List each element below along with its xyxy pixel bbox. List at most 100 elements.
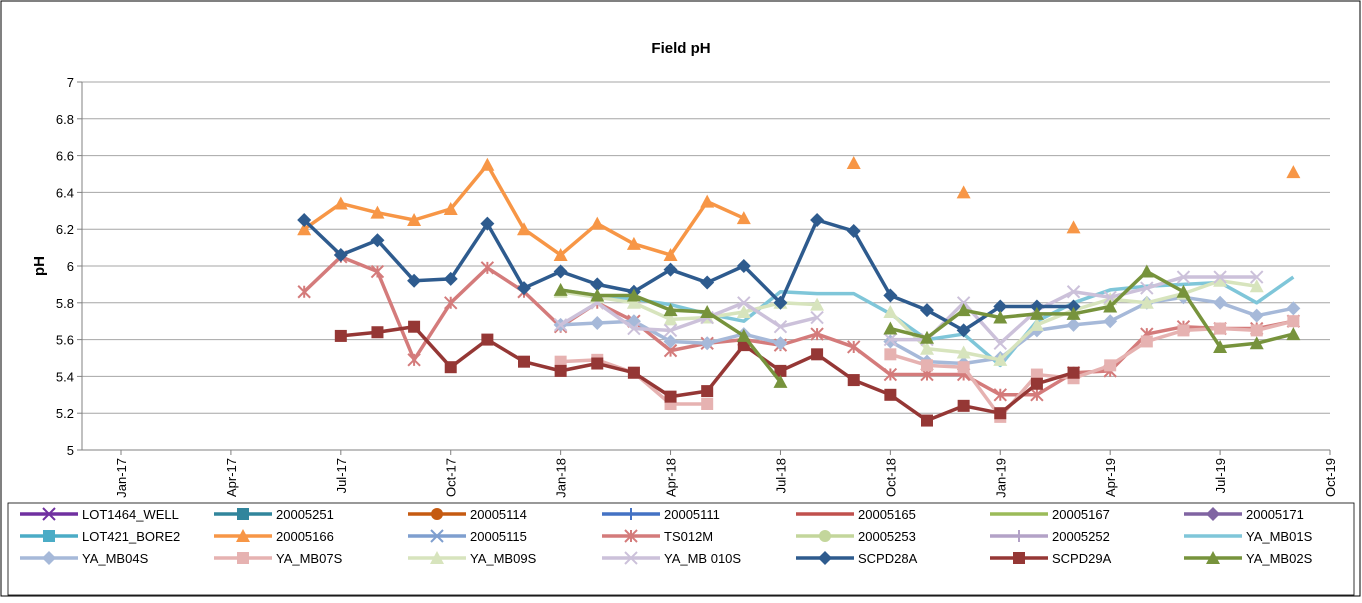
- y-tick-label: 6.6: [56, 149, 74, 164]
- marker: [993, 388, 1007, 402]
- marker: [517, 281, 531, 296]
- marker: [443, 271, 458, 286]
- legend-label: 20005171: [1246, 507, 1304, 522]
- marker: [921, 414, 933, 427]
- legend-item: 20005251: [214, 507, 334, 522]
- legend-item: 20005115: [408, 529, 527, 544]
- marker: [956, 296, 971, 310]
- marker: [42, 551, 56, 565]
- marker: [1176, 284, 1191, 298]
- marker: [590, 216, 605, 230]
- marker: [810, 310, 824, 325]
- legend-label: YA_MB02S: [1246, 551, 1313, 566]
- legend-box: [7, 502, 1355, 596]
- marker: [993, 310, 1008, 324]
- marker: [625, 508, 637, 520]
- marker: [430, 551, 444, 564]
- marker: [847, 340, 861, 354]
- marker: [1013, 530, 1025, 542]
- legend-item: SCPD28A: [796, 551, 918, 566]
- marker: [1249, 279, 1264, 293]
- marker: [1103, 299, 1118, 313]
- marker: [773, 295, 788, 310]
- marker: [297, 213, 312, 227]
- x-tick-label: Oct-18: [883, 458, 898, 497]
- marker: [1029, 317, 1044, 331]
- marker: [1104, 359, 1117, 372]
- marker: [480, 261, 495, 275]
- y-tick-label: 5: [67, 443, 74, 458]
- marker: [1066, 306, 1081, 320]
- y-tick-label: 6: [67, 259, 74, 274]
- legend-item: YA_MB07S: [214, 551, 343, 566]
- marker: [663, 323, 678, 338]
- marker: [297, 222, 312, 236]
- marker: [624, 551, 638, 565]
- marker: [957, 399, 970, 412]
- marker: [846, 155, 861, 169]
- legend-label: 20005253: [858, 529, 916, 544]
- marker: [701, 385, 714, 398]
- marker: [1250, 270, 1264, 284]
- marker: [920, 303, 934, 318]
- marker: [590, 288, 605, 302]
- legend-label: LOT421_BORE2: [82, 529, 180, 544]
- marker: [810, 297, 825, 311]
- y-tick-label: 6.8: [56, 112, 74, 127]
- legend-item: 20005253: [796, 529, 916, 544]
- marker: [430, 529, 444, 543]
- x-tick-label: Apr-18: [664, 458, 679, 497]
- marker: [1286, 327, 1301, 341]
- marker: [1066, 317, 1081, 332]
- marker: [956, 345, 971, 359]
- x-tick-label: Apr-17: [224, 458, 239, 497]
- marker: [663, 334, 678, 349]
- marker: [553, 264, 568, 279]
- legend-label: 20005115: [470, 529, 527, 544]
- legend-label: 20005111: [664, 507, 720, 522]
- marker: [700, 194, 715, 208]
- marker: [1067, 366, 1080, 379]
- marker: [920, 330, 934, 344]
- marker: [480, 157, 495, 171]
- legend-label: TS012M: [664, 529, 713, 544]
- legend-label: 20005252: [1052, 529, 1110, 544]
- marker: [1249, 308, 1264, 323]
- y-tick-label: 7: [67, 75, 74, 90]
- legend-item: 20005165: [796, 507, 916, 522]
- marker: [370, 264, 385, 279]
- marker: [921, 359, 933, 372]
- legend-label: YA_MB01S: [1246, 529, 1313, 544]
- x-tick-label: Jan-19: [993, 458, 1008, 498]
- marker: [1140, 335, 1153, 348]
- marker: [1066, 285, 1081, 299]
- marker: [1030, 388, 1044, 402]
- x-tick-label: Oct-19: [1323, 458, 1338, 497]
- marker: [626, 236, 641, 250]
- marker: [1140, 281, 1154, 295]
- marker: [408, 320, 421, 333]
- y-axis-label: pH: [31, 256, 48, 276]
- legend-item: YA_MB01S: [1184, 529, 1313, 544]
- marker: [1139, 264, 1154, 278]
- x-tick-label: Jul-19: [1213, 458, 1228, 493]
- marker: [818, 551, 832, 565]
- marker: [846, 224, 861, 239]
- marker: [237, 552, 249, 564]
- marker: [591, 357, 604, 370]
- marker: [1213, 295, 1228, 310]
- marker: [481, 333, 494, 346]
- marker: [736, 305, 751, 318]
- marker: [626, 295, 641, 309]
- marker: [1206, 551, 1220, 564]
- y-tick-label: 5.2: [56, 406, 74, 421]
- marker: [554, 355, 567, 368]
- marker: [700, 336, 715, 351]
- marker: [624, 529, 638, 543]
- marker: [553, 282, 568, 296]
- marker: [444, 296, 458, 310]
- marker: [700, 275, 715, 290]
- legend-label: 20005165: [858, 507, 916, 522]
